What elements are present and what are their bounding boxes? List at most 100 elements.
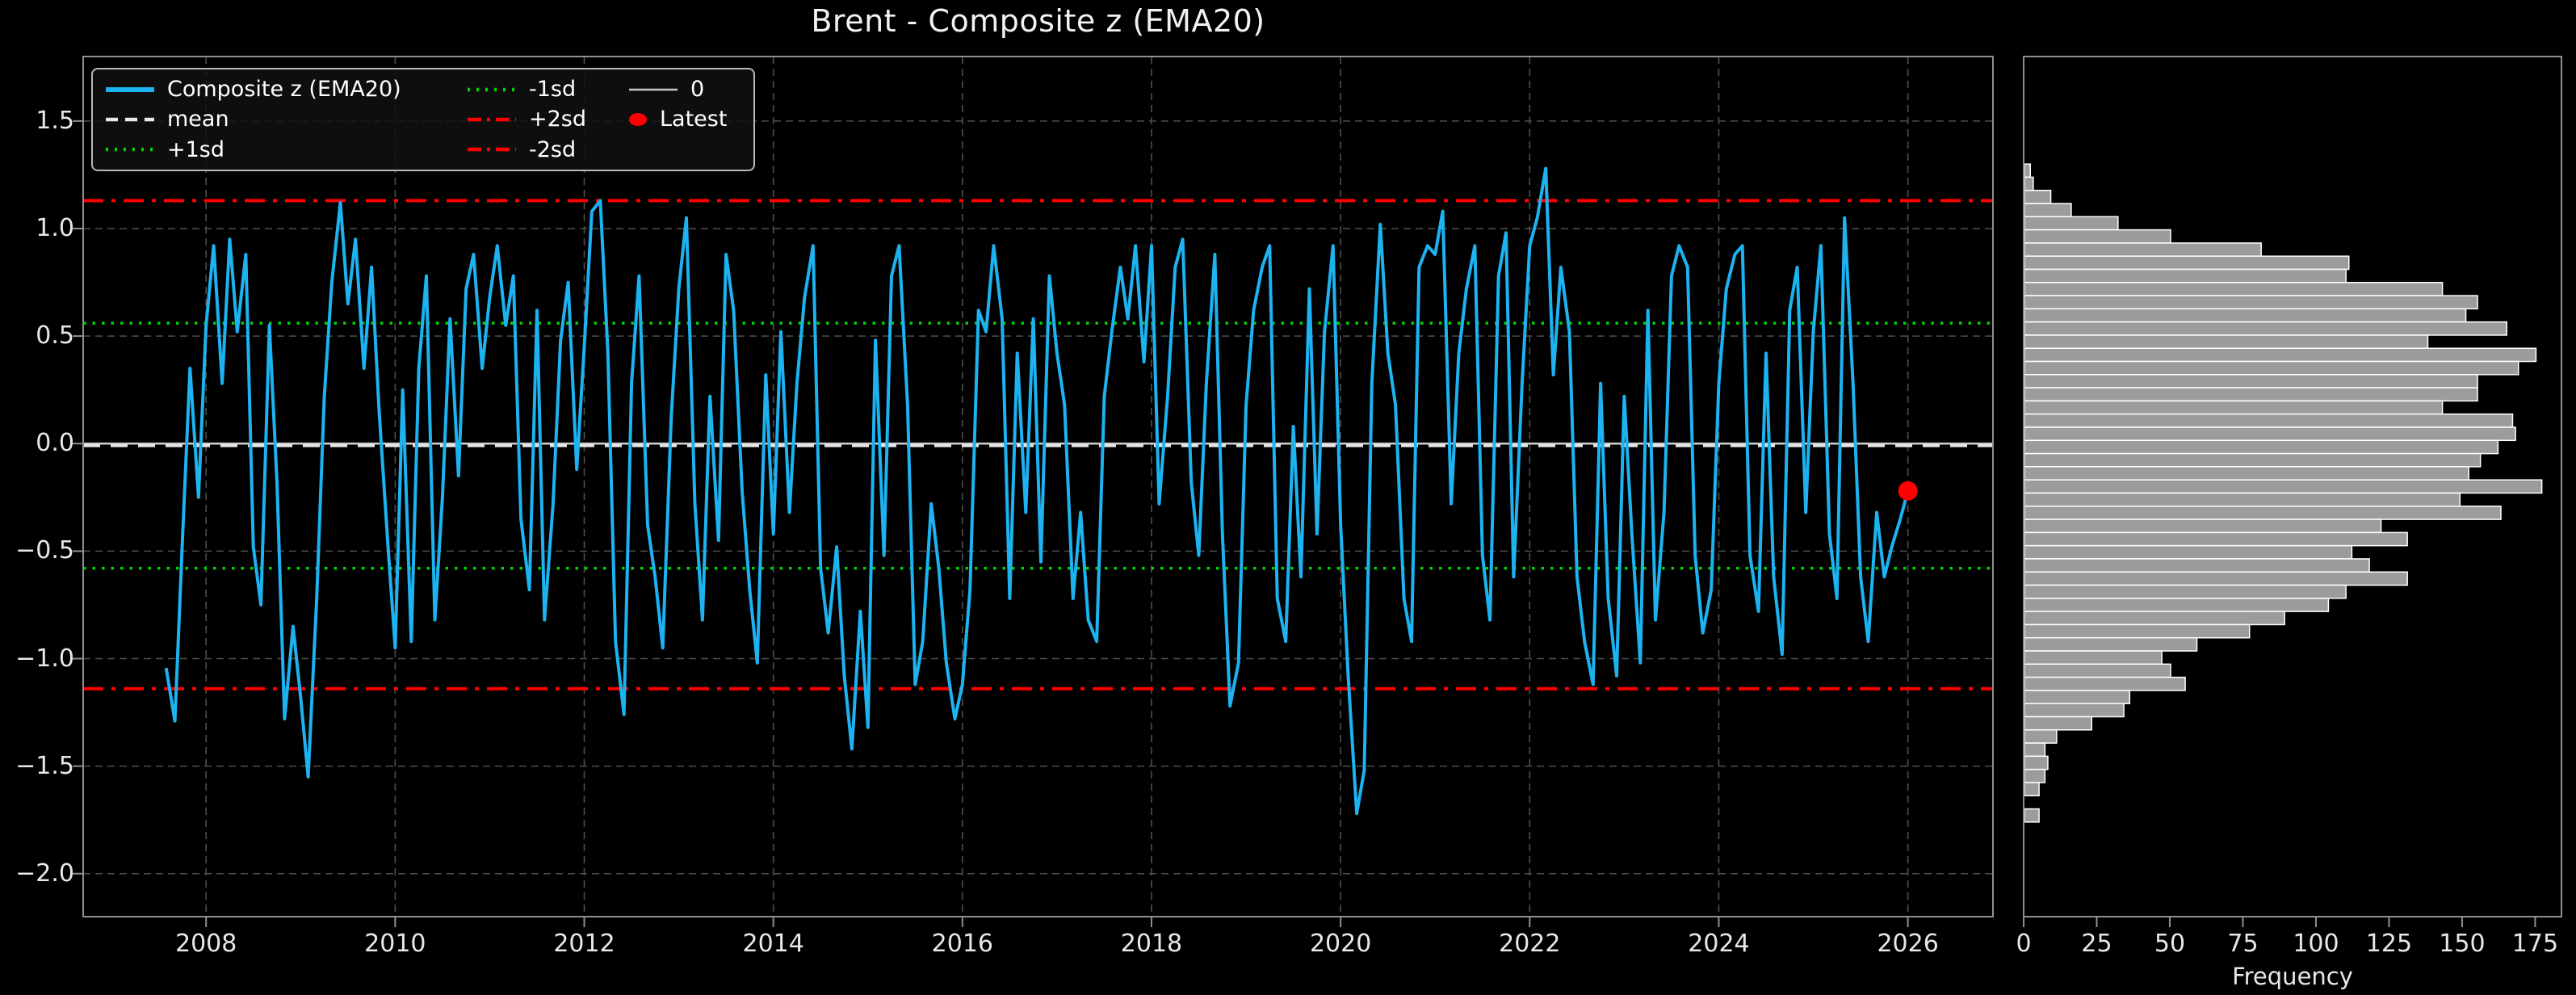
legend-item-composite: Composite z (EMA20) <box>106 74 468 104</box>
hist-bar <box>2024 768 2046 783</box>
hist-bar <box>2024 808 2040 823</box>
y-tick-label: 1.0 <box>36 214 74 242</box>
x-tick-label: 2008 <box>175 930 237 958</box>
chart-title: Brent - Composite z (EMA20) <box>811 3 1265 39</box>
hist-bar <box>2024 676 2186 691</box>
hist-bar <box>2024 203 2072 218</box>
legend-item-plus2sd: +2sd <box>468 104 629 134</box>
hist-bar <box>2024 782 2040 797</box>
zero-line-swatch-icon <box>629 88 678 90</box>
legend-label: -2sd <box>529 136 577 162</box>
legend-label: 0 <box>690 77 705 103</box>
hist-bar <box>2024 321 2507 336</box>
hist-bar <box>2024 611 2285 626</box>
hist-bar <box>2024 636 2198 652</box>
y-tick-label: −0.5 <box>15 536 74 565</box>
x-tick-label: 2016 <box>931 930 993 958</box>
hist-bar <box>2024 282 2444 296</box>
hist-bar <box>2024 531 2408 547</box>
x-tick-label: 2024 <box>1688 930 1750 958</box>
hist-bar <box>2024 584 2347 599</box>
hist-bar <box>2024 716 2092 731</box>
hist-bar <box>2024 518 2382 534</box>
hist-bar <box>2024 755 2049 770</box>
hist-bar <box>2024 189 2052 204</box>
hist-bar <box>2024 452 2482 468</box>
hist-bar <box>2024 334 2429 349</box>
hist-x-tick-label: 0 <box>2016 930 2032 958</box>
hist-x-tick-label: 150 <box>2439 930 2486 958</box>
hist-bar <box>2024 400 2444 415</box>
x-tick-label: 2022 <box>1499 930 1561 958</box>
legend-item-latest: Latest <box>629 104 740 134</box>
y-tick-label: −1.0 <box>15 644 74 673</box>
x-tick-label: 2014 <box>742 930 804 958</box>
hist-bar <box>2024 387 2478 402</box>
hist-x-tick-label: 175 <box>2511 930 2559 958</box>
legend-label: -1sd <box>529 77 577 103</box>
hist-bar <box>2024 729 2058 744</box>
hist-bar <box>2024 439 2499 455</box>
hist-bar <box>2024 492 2461 507</box>
hist-bar <box>2024 466 2469 481</box>
plus2sd-line-swatch-icon <box>468 117 516 122</box>
hist-x-tick-label: 125 <box>2365 930 2413 958</box>
hist-bar <box>2024 544 2353 560</box>
plus1sd-line-swatch-icon <box>106 148 154 152</box>
x-tick-label: 2026 <box>1877 930 1939 958</box>
hist-bar <box>2024 598 2330 612</box>
hist-bar <box>2024 242 2262 257</box>
hist-bar <box>2024 216 2119 231</box>
x-tick-label: 2012 <box>553 930 615 958</box>
hist-bar <box>2024 742 2046 758</box>
y-tick-label: 0.5 <box>36 321 74 351</box>
y-tick-label: −1.5 <box>15 751 74 780</box>
hist-bar <box>2024 558 2370 573</box>
latest-marker-swatch-icon <box>629 112 647 126</box>
legend-item-mean: mean <box>106 104 468 134</box>
hist-bar <box>2024 413 2514 428</box>
series-line-swatch-icon <box>106 86 154 92</box>
hist-bar <box>2024 506 2502 520</box>
hist-bar <box>2024 623 2251 639</box>
hist-x-tick-label: 25 <box>2081 930 2112 958</box>
hist-x-tick-label: 50 <box>2154 930 2186 958</box>
y-tick-label: 1.5 <box>36 106 74 135</box>
hist-bar <box>2024 426 2516 442</box>
legend-item-minus2sd: -2sd <box>468 135 629 165</box>
hist-bar <box>2024 163 2031 178</box>
hist-bar <box>2024 703 2125 718</box>
minus2sd-line-swatch-icon <box>468 148 516 152</box>
histogram-xlabel: Frequency <box>2232 963 2353 990</box>
latest-point <box>1898 481 1918 501</box>
x-tick-label: 2010 <box>364 930 426 958</box>
legend-item-plus1sd: +1sd <box>106 135 468 165</box>
hist-bar <box>2024 360 2519 376</box>
hist-bar <box>2024 308 2467 323</box>
hist-bar <box>2024 479 2543 494</box>
minus1sd-line-swatch-icon <box>468 87 516 91</box>
hist-bar <box>2024 268 2347 283</box>
legend-label: Composite z (EMA20) <box>167 77 401 103</box>
hist-bar <box>2024 690 2131 704</box>
series-line <box>165 166 1910 816</box>
hist-bar <box>2024 374 2478 388</box>
legend-label: mean <box>167 107 229 132</box>
main-axes-box <box>82 56 1994 917</box>
hist-bar <box>2024 255 2350 271</box>
hist-x-tick-label: 75 <box>2227 930 2259 958</box>
legend-label: +2sd <box>529 107 587 132</box>
hist-bar <box>2024 176 2034 191</box>
hist-bar <box>2024 571 2408 586</box>
y-tick-label: −2.0 <box>15 859 74 888</box>
hist-bar <box>2024 295 2478 310</box>
x-tick-label: 2020 <box>1309 930 1372 958</box>
hist-bar <box>2024 347 2537 363</box>
hist-x-tick-label: 100 <box>2293 930 2339 958</box>
y-tick-label: 0.0 <box>36 429 74 458</box>
legend-label: Latest <box>660 107 728 132</box>
hist-bar <box>2024 650 2163 665</box>
mean-line-swatch-icon <box>106 117 154 122</box>
